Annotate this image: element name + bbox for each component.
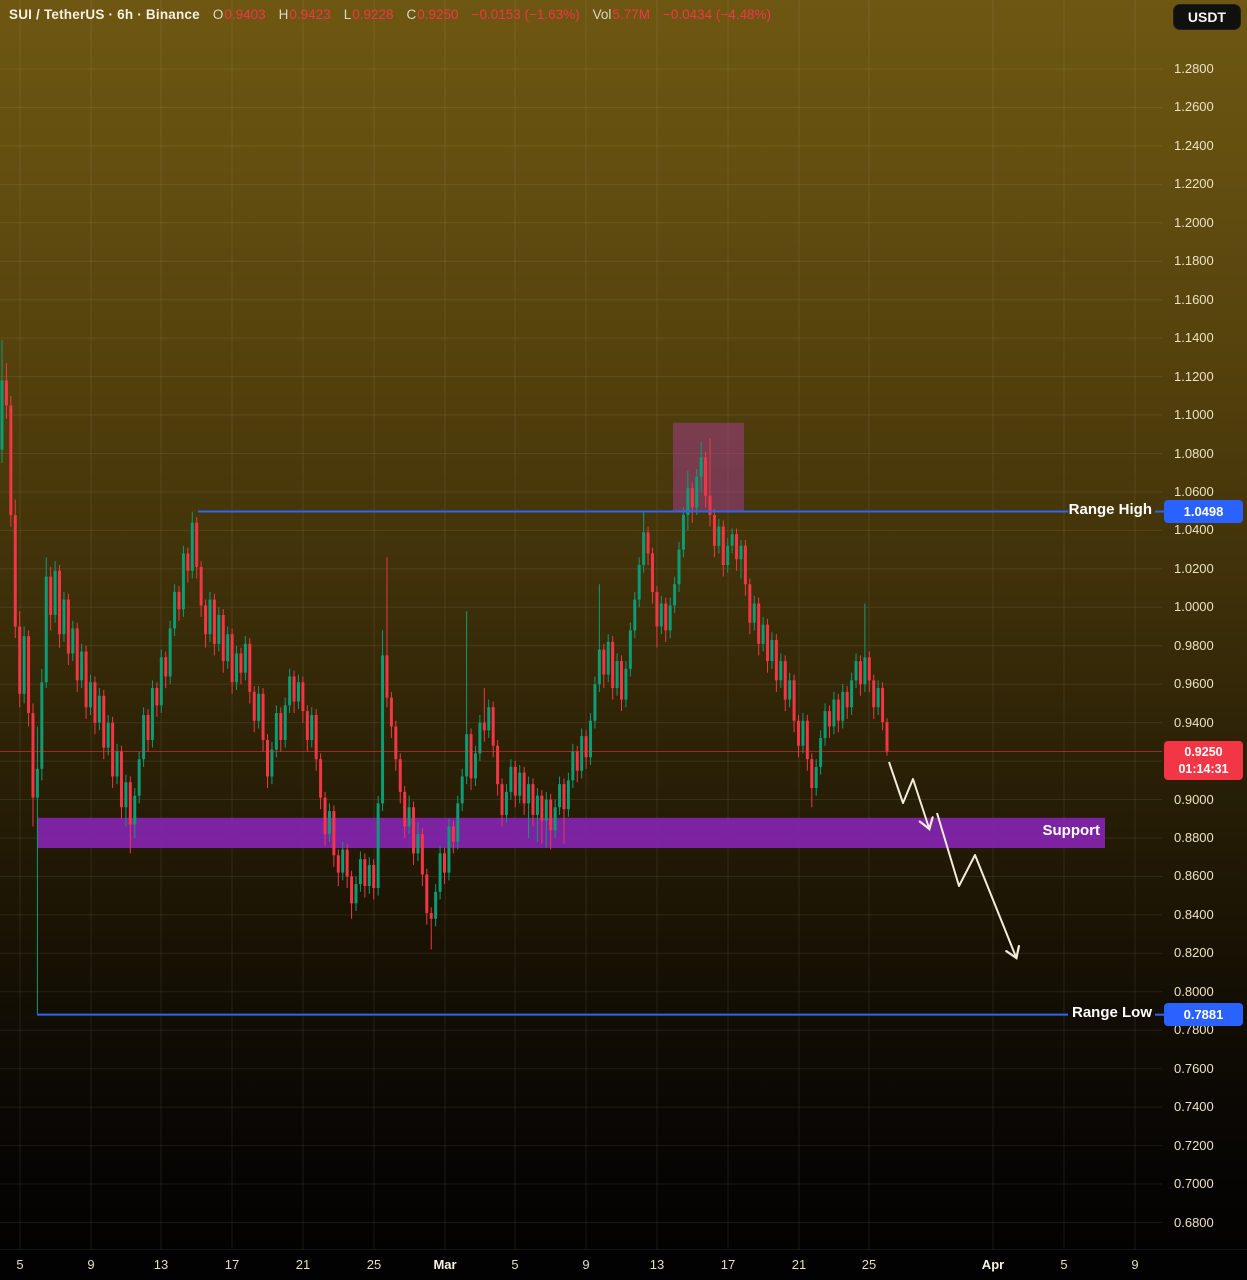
legend-close: C 0.9250 (407, 7, 459, 22)
current-price-value: 0.9250 (1184, 745, 1223, 760)
range-high-price-badge: 1.0498 (1164, 499, 1243, 523)
volume-value: 5.77M (612, 7, 650, 22)
volume-label: Vol (592, 7, 612, 22)
price-tick-label: 1.1000 (1174, 407, 1214, 423)
price-tick-label: 0.9800 (1174, 637, 1214, 653)
price-tick-label: 1.2600 (1174, 99, 1214, 115)
range-low-label[interactable]: Range Low (1071, 1003, 1152, 1021)
price-tick-label: 1.1200 (1174, 368, 1214, 384)
volume-change-value: −0.0434 (−4.48%) (662, 7, 772, 22)
legend-open: O 0.9403 (213, 7, 266, 22)
time-tick-label: 25 (366, 1257, 382, 1272)
price-tick-label: 1.1600 (1174, 291, 1214, 307)
price-tick-label: 1.0400 (1174, 522, 1214, 538)
time-tick-label: 17 (720, 1257, 736, 1272)
open-value: 0.9403 (224, 7, 266, 22)
candles-series (0, 340, 889, 1015)
time-tick-label: 9 (87, 1257, 95, 1272)
time-tick-label: 9 (582, 1257, 590, 1272)
low-label: L (343, 7, 352, 22)
open-label: O (212, 7, 224, 22)
grid (0, 0, 1162, 1249)
time-tick-label: 21 (295, 1257, 311, 1272)
time-tick-label: 9 (1131, 1257, 1139, 1272)
price-tick-label: 1.2400 (1174, 137, 1214, 153)
close-value: 0.9250 (417, 7, 459, 22)
time-axis[interactable]: 5 9 13 17 21 25 Mar 5 9 13 17 21 25 Apr 5 9 (0, 1249, 1247, 1280)
time-tick-label: 13 (153, 1257, 169, 1272)
price-tick-label: 0.7000 (1174, 1176, 1214, 1192)
drawn-arrow-2[interactable] (936, 812, 1021, 960)
time-tick-label: Mar (433, 1257, 457, 1272)
time-tick-label: Apr (981, 1257, 1005, 1272)
price-tick-label: 1.0800 (1174, 445, 1214, 461)
current-price-badge: 0.9250 01:14:31 (1164, 741, 1243, 781)
price-tick-label: 0.8600 (1174, 868, 1214, 884)
price-tick-label: 0.9400 (1174, 714, 1214, 730)
time-tick-label: 13 (649, 1257, 665, 1272)
time-tick-label: 21 (791, 1257, 807, 1272)
symbol-title[interactable]: SUI / TetherUS · 6h · Binance (9, 7, 200, 22)
high-value: 0.9423 (289, 7, 331, 22)
price-tick-label: 0.6800 (1174, 1214, 1214, 1230)
price-tick-label: 1.0200 (1174, 560, 1214, 576)
price-tick-label: 0.8000 (1174, 983, 1214, 999)
legend-low: L 0.9228 (344, 7, 394, 22)
time-tick-label: 5 (16, 1257, 24, 1272)
range-low-price-badge: 0.7881 (1164, 1002, 1243, 1026)
close-label: C (406, 7, 417, 22)
support-zone[interactable] (37, 817, 1105, 848)
price-tick-label: 1.2200 (1174, 176, 1214, 192)
price-tick-label: 0.9000 (1174, 791, 1214, 807)
time-tick-label: 25 (861, 1257, 877, 1272)
time-tick-label: 5 (1060, 1257, 1068, 1272)
price-tick-label: 1.0600 (1174, 483, 1214, 499)
price-tick-label: 1.1400 (1174, 330, 1214, 346)
high-label: H (278, 7, 289, 22)
price-tick-label: 0.8400 (1174, 906, 1214, 922)
price-tick-label: 1.2000 (1174, 214, 1214, 230)
price-tick-label: 0.7200 (1174, 1137, 1214, 1153)
price-tick-label: 0.8800 (1174, 830, 1214, 845)
bar-countdown: 01:14:31 (1178, 761, 1229, 776)
support-zone-label[interactable]: Support (1042, 821, 1101, 839)
legend-volume: Vol 5.77M (593, 7, 650, 22)
price-tick-label: 0.7400 (1174, 1099, 1214, 1115)
time-tick-label: 5 (511, 1257, 519, 1272)
low-value: 0.9228 (352, 7, 394, 22)
range-high-label[interactable]: Range High (1068, 500, 1152, 518)
drawn-arrow-1[interactable] (888, 761, 934, 831)
price-tick-label: 1.2800 (1174, 61, 1214, 76)
time-tick-label: 17 (224, 1257, 240, 1272)
price-tick-label: 0.9600 (1174, 676, 1214, 692)
price-axis[interactable]: 1.2800 1.2600 1.2400 1.2200 1.2000 1.1800 1.16… (1162, 0, 1247, 1249)
change-value: −0.0153 (−1.63%) (471, 7, 580, 22)
price-tick-label: 0.7800 (1174, 1022, 1214, 1038)
price-tick-label: 0.7600 (1174, 1060, 1214, 1076)
price-tick-label: 1.0000 (1174, 599, 1214, 615)
legend-high: H 0.9423 (279, 7, 331, 22)
price-tick-label: 1.1800 (1174, 253, 1214, 269)
price-tick-label: 0.8200 (1174, 945, 1214, 961)
currency-toggle-badge[interactable]: USDT (1172, 4, 1241, 30)
symbol-legend: SUI / TetherUS · 6h · Binance O 0.9403 H… (9, 7, 771, 22)
